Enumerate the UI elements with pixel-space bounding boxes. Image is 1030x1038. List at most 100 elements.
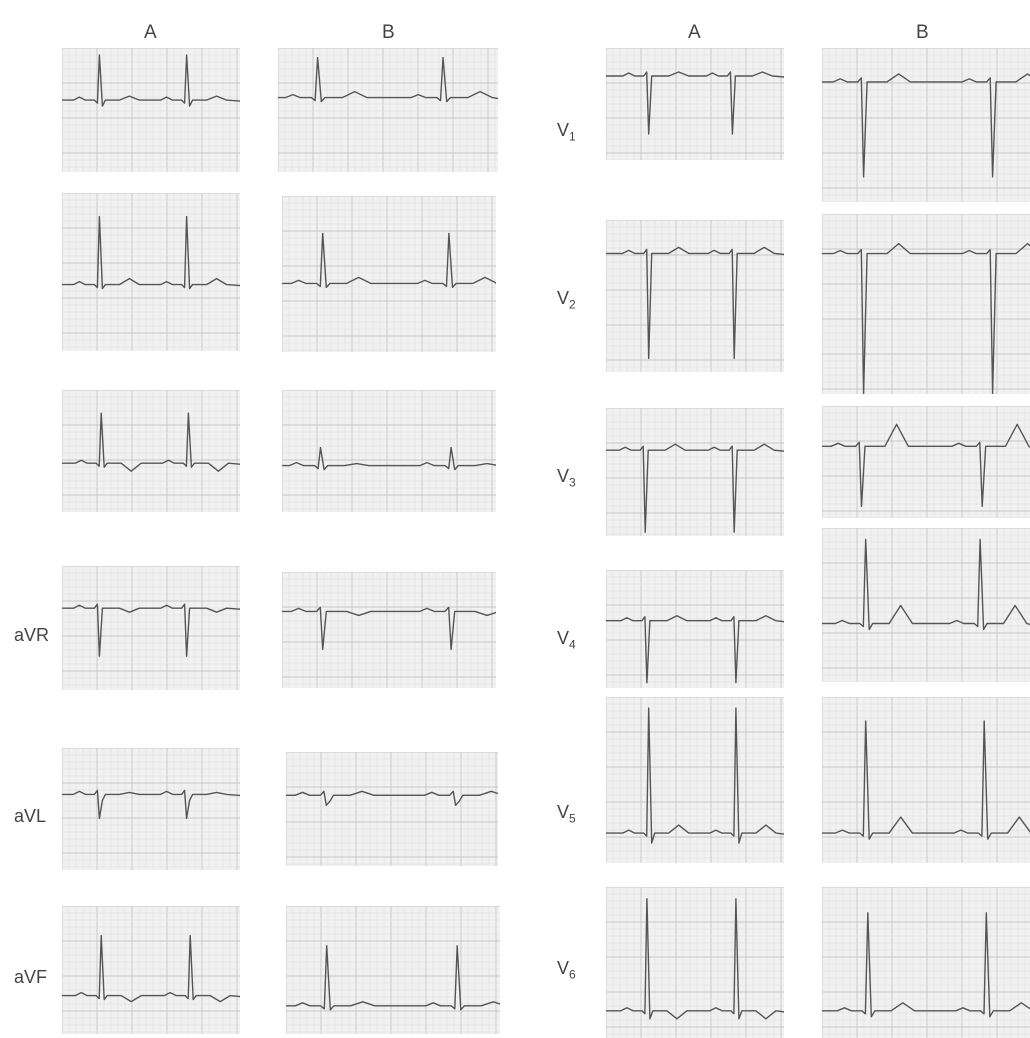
lead-i-a-strip [62,48,240,172]
lead-label-v2: V2 [557,288,576,312]
lead-v6-a-trace [606,898,784,1020]
lead-avf-b-grid [286,906,500,1034]
lead-ii-b-trace [282,232,496,289]
lead-ii-a-trace [62,215,240,290]
lead-v5-a-trace [606,707,784,844]
column-header-right-a: A [688,22,701,43]
lead-label-v3: V3 [557,466,576,490]
lead-label-v4-sub: 4 [569,637,576,652]
lead-v2-b-grid [822,214,1030,394]
lead-avl-b-svg [286,752,498,866]
lead-v2-b-trace [822,242,1030,394]
lead-v6-b-strip [822,887,1030,1038]
lead-label-v5-sub: 5 [569,811,576,826]
lead-v6-b-grid [822,887,1030,1038]
lead-v5-b-paper [822,697,1030,863]
lead-avf-a-trace [62,934,240,1003]
lead-v4-b-svg [822,528,1030,682]
lead-v2-b-svg [822,214,1030,394]
lead-v6-a-grid [606,887,784,1038]
lead-avl-b-strip [286,752,498,866]
lead-v1-a-strip [606,48,784,160]
lead-label-v3-main: V [557,466,570,486]
lead-ii-a-strip [62,193,240,351]
lead-label-avl: aVL [14,806,47,826]
lead-v5-a-paper [606,697,784,863]
lead-avr-a-trace [62,603,240,657]
lead-v2-a-svg [606,220,784,372]
lead-label-avr: aVR [14,625,50,645]
lead-iii-b-paper [282,390,496,512]
lead-label-v3-sub: 3 [569,475,576,490]
lead-ii-b-strip [282,196,496,352]
lead-i-a-grid [62,48,240,172]
lead-i-b-strip [278,48,498,172]
lead-v6-b-trace [822,912,1030,1018]
lead-ii-a-paper [62,193,240,351]
lead-avf-b-trace [286,945,500,1011]
lead-v6-a-strip [606,887,784,1038]
lead-v3-a-grid [606,408,784,536]
lead-v3-b-svg [822,406,1030,518]
lead-v6-a-svg [606,887,784,1038]
lead-avr-b-paper [282,572,496,688]
lead-avr-b-svg [282,572,496,688]
lead-ii-b-svg [282,196,496,352]
lead-v1-a-grid [606,48,784,160]
lead-v6-b-svg [822,887,1030,1038]
lead-iii-a-strip [62,390,240,512]
lead-avr-b-trace [282,606,496,651]
lead-v5-a-grid [606,697,784,863]
lead-iii-b-strip [282,390,496,512]
lead-label-v5-main: V [557,802,570,822]
lead-avf-a-paper [62,906,240,1034]
lead-v4-b-grid [822,528,1030,682]
lead-avl-a-grid [62,748,240,870]
lead-avf-a-grid [62,906,240,1034]
lead-i-b-paper [278,48,498,172]
lead-v1-a-trace [606,71,784,135]
lead-i-b-grid [278,48,498,172]
lead-v6-a-paper [606,887,784,1038]
lead-v3-a-trace [606,443,784,533]
lead-avl-b-grid [286,752,498,866]
lead-v5-b-strip [822,697,1030,863]
lead-iii-b-grid [282,390,496,512]
lead-v2-a-paper [606,220,784,372]
lead-avr-b-strip [282,572,496,688]
lead-avl-a-trace [62,789,240,820]
lead-v4-a-trace [606,615,784,684]
lead-ii-a-svg [62,193,240,351]
lead-iii-a-svg [62,390,240,512]
lead-v5-a-svg [606,697,784,863]
lead-avl-a-svg [62,748,240,870]
lead-avf-b-paper [286,906,500,1034]
lead-label-v5: V5 [557,802,576,826]
lead-avf-a-svg [62,906,240,1034]
lead-label-v1-sub: 1 [569,129,576,144]
lead-ii-b-grid [282,196,496,352]
lead-avf-a-strip [62,906,240,1034]
lead-v1-b-trace [822,73,1030,178]
lead-v4-a-strip [606,570,784,688]
lead-v3-a-svg [606,408,784,536]
lead-i-b-trace [278,56,498,103]
lead-v1-b-strip [822,48,1030,202]
lead-i-a-svg [62,48,240,172]
lead-label-avf: aVF [14,967,48,987]
lead-avf-b-strip [286,906,500,1034]
lead-iii-b-svg [282,390,496,512]
lead-label-v4-main: V [557,628,570,648]
lead-avl-a-paper [62,748,240,870]
lead-label-v2-sub: 2 [569,297,576,312]
lead-avr-a-strip [62,566,240,690]
column-header-right-b: B [916,22,929,43]
lead-v2-b-paper [822,214,1030,394]
lead-i-a-paper [62,48,240,172]
lead-avl-b-paper [286,752,498,866]
lead-label-v6-sub: 6 [569,967,576,982]
lead-v4-a-paper [606,570,784,688]
lead-avf-b-svg [286,906,500,1034]
column-header-left-b: B [382,22,395,43]
